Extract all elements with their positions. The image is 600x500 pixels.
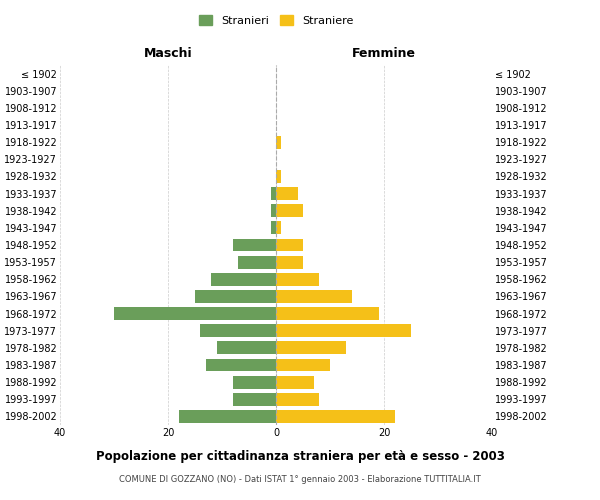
Bar	[233, 393, 276, 406]
Bar	[114, 307, 276, 320]
Bar	[276, 273, 319, 285]
Bar	[276, 410, 395, 423]
Bar	[238, 256, 276, 268]
Bar	[276, 290, 352, 303]
Bar	[276, 256, 303, 268]
Text: Maschi: Maschi	[143, 47, 193, 60]
Bar	[233, 238, 276, 252]
Bar	[200, 324, 276, 337]
Bar	[276, 358, 330, 372]
Legend: Stranieri, Straniere: Stranieri, Straniere	[194, 10, 358, 30]
Bar	[276, 238, 303, 252]
Bar	[233, 376, 276, 388]
Bar	[276, 187, 298, 200]
Bar	[206, 358, 276, 372]
Bar	[276, 170, 281, 183]
Bar	[211, 273, 276, 285]
Bar	[179, 410, 276, 423]
Text: COMUNE DI GOZZANO (NO) - Dati ISTAT 1° gennaio 2003 - Elaborazione TUTTITALIA.IT: COMUNE DI GOZZANO (NO) - Dati ISTAT 1° g…	[119, 475, 481, 484]
Bar	[276, 204, 303, 217]
Bar	[271, 204, 276, 217]
Bar	[271, 222, 276, 234]
Bar	[217, 342, 276, 354]
Text: Popolazione per cittadinanza straniera per età e sesso - 2003: Popolazione per cittadinanza straniera p…	[95, 450, 505, 463]
Bar	[276, 393, 319, 406]
Bar	[276, 136, 281, 148]
Bar	[276, 324, 411, 337]
Bar	[276, 307, 379, 320]
Bar	[195, 290, 276, 303]
Bar	[276, 342, 346, 354]
Bar	[276, 222, 281, 234]
Text: Femmine: Femmine	[352, 47, 416, 60]
Bar	[276, 376, 314, 388]
Bar	[271, 187, 276, 200]
